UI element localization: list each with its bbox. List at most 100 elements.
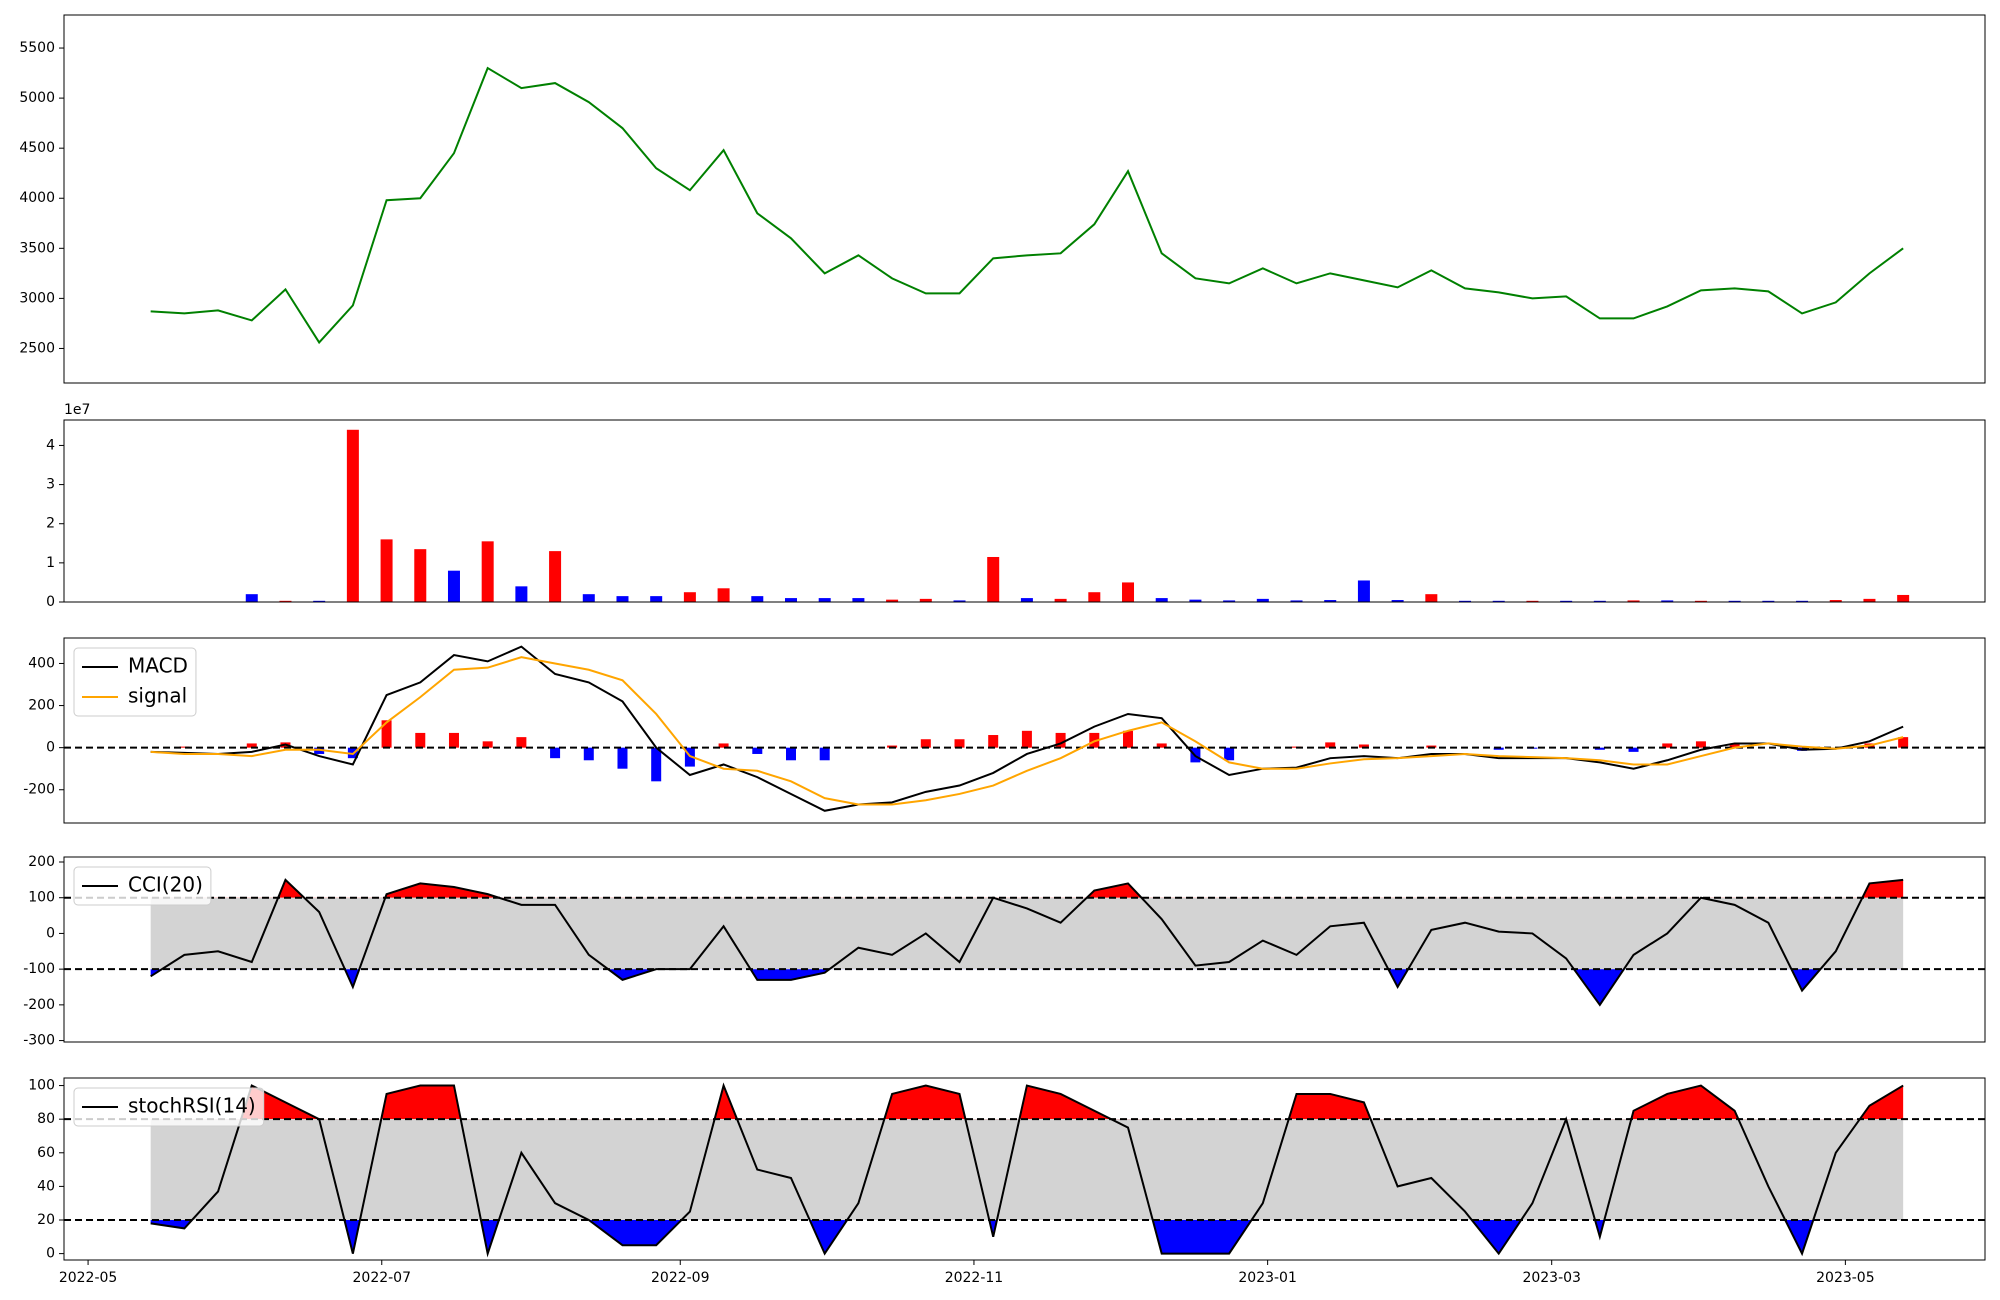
- volume-bar: [1357, 580, 1370, 602]
- axes-frame: [63, 637, 1986, 824]
- volume-bar: [1324, 600, 1337, 602]
- histogram-bar: [179, 746, 190, 748]
- volume-bar: [818, 598, 831, 602]
- x-tick-label: 2022-11: [945, 1270, 1004, 1286]
- x-tick-label: 2023-01: [1238, 1270, 1297, 1286]
- axes-frame: [63, 14, 1986, 384]
- volume-bar: [1492, 600, 1505, 602]
- y-tick-label: 40: [37, 1178, 55, 1194]
- volume-bar: [1796, 600, 1809, 602]
- histogram-bar: [1729, 743, 1740, 748]
- histogram-bar: [1055, 732, 1066, 748]
- volume-bar: [953, 600, 966, 602]
- panel: 0 1 2 3 4 1e7: [46, 402, 1986, 610]
- histogram-bar: [1089, 732, 1100, 748]
- histogram-bar: [954, 739, 965, 748]
- volume-bar: [1155, 598, 1168, 602]
- legend: MACD signal: [73, 647, 197, 717]
- y-tick-label: 1: [46, 555, 55, 571]
- volume-bar: [717, 588, 730, 602]
- histogram-bar: [1156, 743, 1167, 748]
- volume-bar: [1762, 600, 1775, 602]
- y-tick-label: 400: [28, 655, 55, 671]
- axes-frame: [63, 1077, 1986, 1261]
- volume-bar: [1526, 600, 1539, 602]
- series-line: [150, 645, 1904, 812]
- volume-bar: [279, 600, 292, 602]
- y-tick-label: 0: [46, 1246, 55, 1262]
- plot-area: [64, 878, 1985, 1007]
- histogram-bar: [752, 747, 763, 754]
- histogram-bar: [1695, 741, 1706, 748]
- histogram-bar: [482, 741, 493, 748]
- offset-label: 1e7: [64, 402, 90, 418]
- volume-bar: [1122, 582, 1135, 602]
- volume-bar: [683, 592, 696, 602]
- histogram-bar: [819, 747, 830, 761]
- histogram-bar: [1628, 747, 1639, 752]
- legend-box: [73, 1087, 265, 1127]
- series-line: [150, 878, 1904, 1007]
- y-tick-label: 200: [28, 854, 55, 870]
- series-line: [150, 656, 1904, 806]
- histogram-bar: [1898, 737, 1909, 748]
- plot-area: [150, 66, 1904, 345]
- panel: -200 0 200 400 MACD signal: [23, 637, 1986, 824]
- y-tick-label: 0: [46, 594, 55, 610]
- y-tick-label: 4000: [19, 190, 55, 206]
- legend-label: CCI(20): [128, 873, 203, 897]
- volume-bar: [852, 598, 865, 602]
- axes-frame: [63, 856, 1986, 1043]
- volume-bar: [414, 549, 427, 602]
- histogram-bar: [1493, 747, 1504, 750]
- volume-bar: [751, 596, 764, 602]
- histogram-bar: [887, 745, 898, 748]
- series-line: [150, 66, 1904, 345]
- volume-bar: [1593, 600, 1606, 602]
- y-tick-label: 0: [46, 925, 55, 941]
- volume-bar: [1256, 598, 1269, 602]
- histogram-bar: [381, 720, 392, 748]
- volume-bar: [650, 596, 663, 602]
- volume-bar: [447, 570, 460, 602]
- histogram-bar: [1594, 747, 1605, 750]
- volume-bar: [1290, 600, 1303, 602]
- histogram-bar: [415, 732, 426, 748]
- panel: 0 20 40 60 80 100 2022-05 2022-07 2022-09 2022-11…: [28, 1077, 1986, 1286]
- legend-box: [73, 647, 197, 717]
- histogram-bar: [1358, 744, 1369, 748]
- volume-bar: [245, 594, 258, 602]
- histogram-bar: [1224, 747, 1235, 761]
- volume-bar: [1223, 600, 1236, 602]
- y-tick-label: 5500: [19, 40, 55, 56]
- histogram-bar: [1123, 730, 1134, 748]
- volume-bar: [1088, 592, 1101, 602]
- volume-bar: [313, 600, 326, 602]
- volume-bar: [481, 541, 494, 602]
- legend: CCI(20): [73, 866, 212, 906]
- overbought-fill: [150, 1085, 1904, 1120]
- panel: -300 -200 -100 0 100 200 CCI(20): [23, 854, 1986, 1049]
- legend-box: [73, 866, 212, 906]
- legend: stochRSI(14): [73, 1087, 265, 1127]
- histogram-bar: [1021, 730, 1032, 748]
- volume-bar: [1189, 599, 1202, 602]
- volume-bar: [1829, 600, 1842, 602]
- legend-label: stochRSI(14): [128, 1094, 256, 1118]
- histogram-bar: [246, 743, 257, 748]
- volume-bar: [1728, 600, 1741, 602]
- plot-area: [64, 645, 1985, 812]
- volume-bar: [784, 598, 797, 602]
- volume-bar: [1863, 598, 1876, 602]
- volume-bar: [1054, 598, 1067, 602]
- histogram-bar: [718, 743, 729, 748]
- y-tick-label: -200: [23, 997, 55, 1013]
- series-line: [150, 1082, 1904, 1258]
- y-tick-label: -300: [23, 1033, 55, 1049]
- histogram-bar: [617, 747, 628, 769]
- x-tick-label: 2022-09: [651, 1270, 710, 1286]
- volume-bar: [1020, 598, 1033, 602]
- histogram-bar: [920, 739, 931, 748]
- volume-bar: [582, 594, 595, 602]
